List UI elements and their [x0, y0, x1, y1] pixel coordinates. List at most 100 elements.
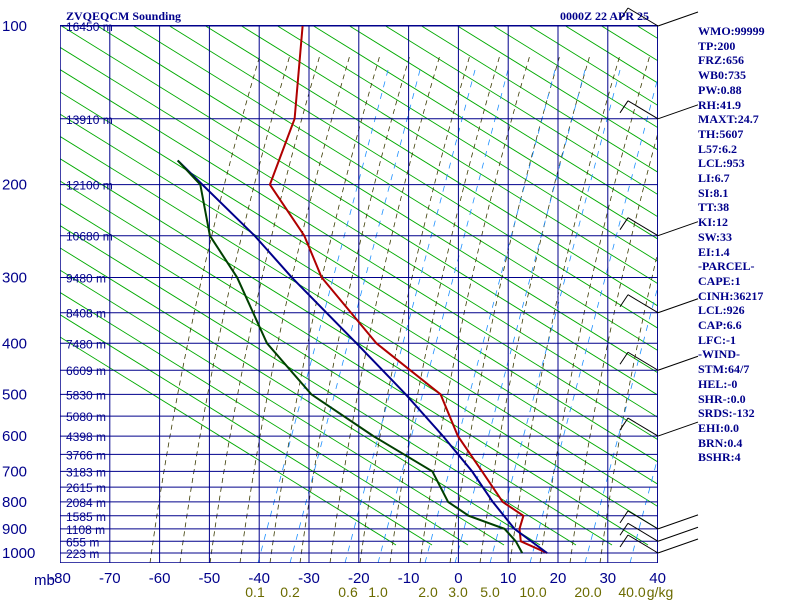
dry-adiabat [347, 25, 658, 218]
height-label: 223 m [66, 547, 99, 561]
moist-adiabat [149, 54, 261, 563]
profile-line-3 [176, 159, 524, 554]
mixing-ratio-line [529, 76, 658, 563]
index-value: BSHR:4 [698, 450, 741, 465]
height-label: 12100 m [66, 179, 113, 193]
mixing-ratio-label: 1.0 [368, 584, 388, 600]
index-value: FRZ:656 [698, 53, 744, 68]
wind-barb [627, 351, 659, 371]
index-value: SW:33 [698, 229, 733, 244]
sounding-time: 0000Z 22 APR 25 [560, 9, 649, 23]
wind-barb [627, 417, 659, 437]
index-value: -WIND- [698, 347, 740, 362]
mixing-ratio-label: g/kg [647, 584, 673, 600]
height-label: 13910 m [66, 113, 113, 127]
index-value: SI:8.1 [698, 185, 729, 200]
wind-barb [657, 421, 699, 437]
moist-adiabat [329, 54, 441, 563]
wind-barb [657, 538, 699, 554]
height-label: 655 m [66, 535, 99, 549]
mixing-ratio-label: 20.0 [574, 584, 601, 600]
temperature-tick-label: -30 [298, 570, 320, 587]
height-label: 2615 m [66, 481, 106, 495]
index-value: LFC:-1 [698, 332, 736, 347]
wind-barb-flag [619, 534, 629, 548]
wind-barb [657, 298, 699, 314]
moist-adiabat [209, 54, 321, 563]
wind-barb-flag [619, 417, 629, 431]
wind-barb-flag [619, 100, 629, 114]
temperature-tick-label: -20 [348, 570, 370, 587]
index-value: EI:1.4 [698, 244, 730, 259]
profile-line-2 [177, 159, 548, 554]
index-value: TP:200 [698, 38, 736, 53]
wind-barb [627, 534, 659, 554]
dry-adiabat [60, 336, 397, 546]
moist-adiabat [539, 54, 651, 563]
temperature-tick-label: 30 [599, 570, 616, 587]
dry-adiabat [203, 25, 658, 307]
dry-adiabat [60, 269, 505, 546]
wind-barb [657, 11, 699, 27]
moist-adiabat [599, 249, 658, 563]
temperature-tick-label: -60 [149, 570, 171, 587]
dry-adiabat [455, 25, 658, 151]
temperature-tick-label: 10 [500, 570, 517, 587]
wind-barb [627, 510, 659, 530]
temperature-tick-label: 40 [649, 570, 666, 587]
mixing-ratio-line [454, 69, 586, 563]
mixing-ratio-line [257, 69, 389, 563]
pressure-tick-label: 600 [2, 428, 27, 445]
index-value: LCL:926 [698, 303, 745, 318]
dry-adiabat [60, 25, 658, 396]
height-label: 2084 m [66, 496, 106, 510]
index-value: HEL:-0 [698, 376, 738, 391]
pressure-tick-label: 500 [2, 386, 27, 403]
pressure-tick-label: 300 [2, 269, 27, 286]
dry-adiabat [131, 25, 658, 352]
profile-line-1 [268, 25, 548, 554]
height-label: 9480 m [66, 271, 106, 285]
mixing-ratio-line [424, 69, 556, 563]
moist-adiabat [359, 54, 471, 563]
moist-adiabat [239, 54, 351, 563]
index-value: CAP:6.6 [698, 318, 742, 333]
index-value: SRDS:-132 [698, 406, 755, 421]
index-value: KI:12 [698, 215, 728, 230]
index-value: STM:64/7 [698, 362, 750, 377]
moist-adiabat [389, 54, 501, 563]
height-label: 6609 m [66, 364, 106, 378]
mixing-ratio-label: 3.0 [448, 584, 468, 600]
mixing-ratio-label: 0.1 [245, 584, 265, 600]
index-value: LI:6.7 [698, 171, 730, 186]
station-title: ZVQEQCM Sounding [66, 9, 181, 23]
wind-barb-flag [619, 217, 629, 230]
wind-barb [657, 221, 699, 237]
wind-barb [627, 217, 659, 237]
mixing-ratio-line [344, 69, 476, 563]
height-label: 4398 m [66, 430, 106, 444]
wind-barb [657, 514, 699, 530]
height-label: 1108 m [66, 523, 105, 537]
mixing-ratio-line [377, 69, 509, 563]
temperature-tick-label: -70 [99, 570, 121, 587]
dry-adiabat [60, 225, 577, 546]
moist-adiabat [299, 54, 411, 563]
height-label: 3183 m [66, 465, 106, 479]
wind-barb-flag [619, 7, 629, 21]
indices-panel: WMO:99999 TP:200 FRZ:656 WB0:735 PW:0.88 RH:4… [698, 24, 798, 465]
wind-barb [657, 104, 699, 120]
wind-barb-flag [619, 351, 629, 365]
wind-barb [627, 7, 659, 27]
wind-barb-flag [619, 510, 629, 524]
profile-layer [176, 25, 548, 554]
mixing-ratio-label: 2.0 [418, 584, 438, 600]
dry-adiabat [491, 25, 658, 129]
index-value: RH:41.9 [698, 97, 741, 112]
index-value: WMO:99999 [698, 24, 765, 38]
index-value: L57:6.2 [698, 141, 737, 156]
wind-barb [627, 100, 659, 120]
height-label: 3766 m [66, 448, 106, 462]
mixing-ratio-line [584, 284, 658, 563]
index-value: SHR-:0.0 [698, 391, 746, 406]
